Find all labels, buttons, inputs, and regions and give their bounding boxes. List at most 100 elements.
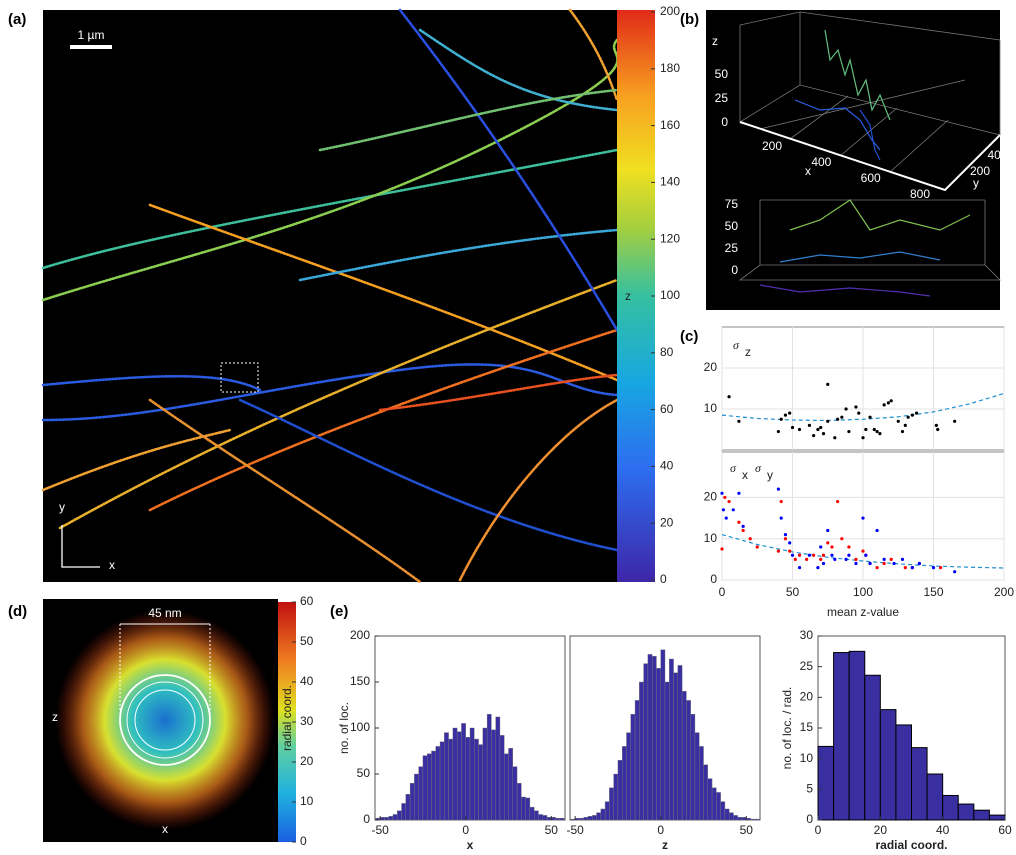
bar xyxy=(513,767,517,820)
bar xyxy=(406,794,410,820)
x-tick-label: 50 xyxy=(740,823,754,837)
dimension-label: 45 nm xyxy=(148,606,181,620)
bar xyxy=(575,818,579,820)
legend-subscript: z xyxy=(745,345,751,359)
y-tick-label: 10 xyxy=(800,751,814,765)
x-tick-label: 60 xyxy=(998,823,1012,837)
point-cloud xyxy=(55,610,275,830)
figure: 1 µm y x z (a) (b) 45 nm z x radial coor… xyxy=(0,0,1016,855)
bar xyxy=(509,748,513,820)
bar xyxy=(500,735,504,820)
bar xyxy=(380,817,384,820)
bar xyxy=(665,682,669,820)
point xyxy=(830,545,833,548)
point xyxy=(847,430,850,433)
bar xyxy=(943,795,959,820)
point xyxy=(847,554,850,557)
point xyxy=(826,420,829,423)
x-tick-label: 0 xyxy=(719,585,726,599)
bar xyxy=(526,798,530,820)
colorbar-tick-label: 20 xyxy=(300,754,314,768)
y-tick-label: 400 xyxy=(988,148,1008,162)
bar xyxy=(496,717,500,820)
x-tick-label: -50 xyxy=(566,823,584,837)
bar xyxy=(487,714,491,820)
bar xyxy=(699,746,703,820)
bar xyxy=(989,815,1005,820)
colorbar-tick-label: 60 xyxy=(300,594,314,608)
bar xyxy=(834,653,850,820)
bar xyxy=(661,650,665,820)
panel-b: (b) xyxy=(680,10,1000,310)
bar xyxy=(402,803,406,820)
point xyxy=(784,414,787,417)
bar xyxy=(393,814,397,820)
bar xyxy=(556,818,560,820)
bar xyxy=(538,814,542,820)
axis-label: x xyxy=(109,558,115,572)
point xyxy=(890,399,893,402)
point xyxy=(737,420,740,423)
colorbar-tick-label: 80 xyxy=(660,345,674,359)
x-tick-label: 200 xyxy=(762,139,782,153)
bar xyxy=(609,788,613,820)
bar xyxy=(579,818,583,820)
y-tick-label: 30 xyxy=(800,628,814,642)
point xyxy=(833,436,836,439)
legend-subscript: x xyxy=(742,468,748,482)
point xyxy=(826,383,829,386)
colorbar-tick-label: 20 xyxy=(660,515,674,529)
point xyxy=(864,428,867,431)
bar xyxy=(639,682,643,820)
point xyxy=(840,537,843,540)
point xyxy=(833,558,836,561)
y-tick-label: 15 xyxy=(800,720,814,734)
bar xyxy=(880,710,896,820)
point xyxy=(876,430,879,433)
y-tick-label: 50 xyxy=(357,766,371,780)
axis-label: x xyxy=(162,822,168,836)
point xyxy=(727,395,730,398)
y-axis-label: y xyxy=(973,176,979,190)
z-tick-label: 25 xyxy=(725,241,739,255)
point xyxy=(780,516,783,519)
point xyxy=(854,562,857,565)
z-tick-label: 75 xyxy=(725,197,739,211)
point xyxy=(904,424,907,427)
bar xyxy=(466,737,470,820)
point xyxy=(812,554,815,557)
point xyxy=(816,428,819,431)
bar xyxy=(479,745,483,820)
bar xyxy=(751,819,755,820)
point xyxy=(936,428,939,431)
z-tick-label: 50 xyxy=(715,67,729,81)
point xyxy=(873,428,876,431)
x-tick-label: 200 xyxy=(994,585,1014,599)
point xyxy=(826,529,829,532)
bar xyxy=(958,804,974,820)
point xyxy=(915,412,918,415)
point xyxy=(822,432,825,435)
x-tick-label: -50 xyxy=(371,823,389,837)
point xyxy=(725,516,728,519)
colorbar-tick-label: 40 xyxy=(660,459,674,473)
point xyxy=(857,412,860,415)
bar xyxy=(560,818,564,820)
bar xyxy=(729,813,733,820)
point xyxy=(918,562,921,565)
point xyxy=(742,525,745,528)
point xyxy=(732,508,735,511)
bar xyxy=(691,714,695,820)
bar xyxy=(397,811,401,820)
y-axis-label: no. of loc. / rad. xyxy=(780,687,794,770)
point xyxy=(892,562,895,565)
point xyxy=(812,434,815,437)
point xyxy=(777,549,780,552)
point xyxy=(878,432,881,435)
bar xyxy=(626,733,630,820)
bar xyxy=(738,817,742,820)
point xyxy=(798,554,801,557)
bar xyxy=(423,756,427,820)
point xyxy=(883,558,886,561)
bar xyxy=(927,774,943,820)
